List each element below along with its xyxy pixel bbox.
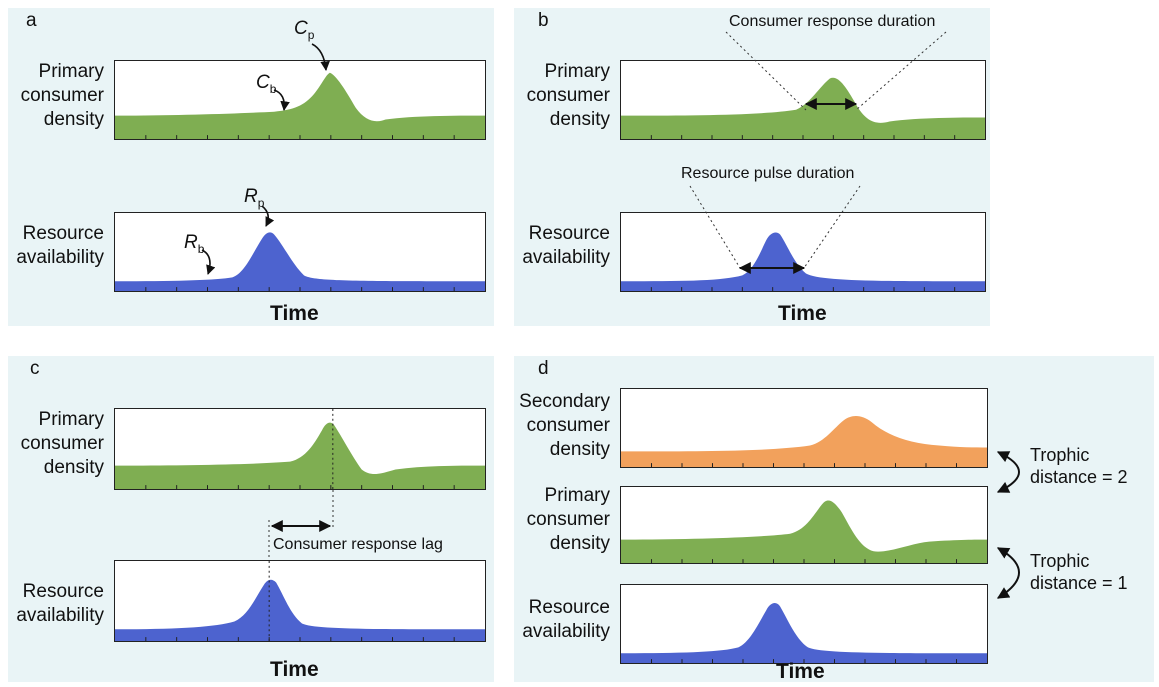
x-axis-label-b: Time bbox=[778, 302, 827, 325]
plot-consumer-c bbox=[114, 408, 486, 490]
symbol-r-b: Rb bbox=[184, 232, 205, 256]
x-axis-label-d: Time bbox=[776, 660, 825, 683]
symbol-r-p: Rp bbox=[244, 186, 265, 210]
panel-a: a Primary consumer density Resource avai… bbox=[8, 8, 494, 326]
plot-resource-c bbox=[114, 560, 486, 642]
label-line: density bbox=[549, 533, 610, 554]
plot-resource-a bbox=[114, 212, 486, 292]
label-line: availability bbox=[16, 247, 104, 268]
panel-label-b: b bbox=[538, 10, 549, 31]
resource-pulse-duration-label: Resource pulse duration bbox=[678, 165, 858, 183]
label-line: consumer bbox=[526, 509, 610, 530]
resource-curve-b bbox=[621, 232, 985, 291]
label-line: Primary bbox=[544, 485, 610, 506]
panel-label-d: d bbox=[538, 358, 549, 379]
label-line: Primary bbox=[544, 61, 610, 82]
label-line: consumer bbox=[526, 85, 610, 106]
label-line: Trophic bbox=[1030, 551, 1090, 571]
consumer-curve-b bbox=[621, 77, 985, 139]
resource-area bbox=[621, 232, 985, 291]
label-line: availability bbox=[522, 621, 610, 642]
trophic-distance-2-label: Trophic distance = 2 bbox=[1030, 444, 1128, 488]
consumer-curve-c bbox=[115, 409, 485, 489]
label-line: density bbox=[43, 109, 104, 130]
panel-b: b Primary consumer density Resource avai… bbox=[514, 8, 990, 326]
consumer-area bbox=[115, 422, 485, 489]
plot-resource-b bbox=[620, 212, 986, 292]
symbol-c-p: Cp bbox=[294, 18, 315, 42]
label-line: Primary bbox=[38, 409, 104, 430]
secondary-area bbox=[621, 416, 987, 467]
resource-label-d: Resource availability bbox=[514, 596, 610, 644]
label-line: consumer bbox=[20, 85, 104, 106]
label-line: consumer bbox=[20, 433, 104, 454]
panel-label-a: a bbox=[26, 10, 37, 31]
resource-area bbox=[115, 579, 485, 641]
plot-primary-d bbox=[620, 486, 988, 564]
x-axis-label-c: Time bbox=[270, 658, 319, 681]
label-line: Resource bbox=[22, 223, 104, 244]
resource-label-b: Resource availability bbox=[514, 222, 610, 270]
primary-consumer-label-c: Primary consumer density bbox=[8, 408, 104, 480]
consumer-response-lag-label: Consumer response lag bbox=[270, 536, 446, 554]
consumer-response-duration-label: Consumer response duration bbox=[726, 13, 939, 31]
label-line: Resource bbox=[22, 581, 104, 602]
symbol-c-b: Cb bbox=[256, 72, 277, 96]
label-line: Secondary bbox=[519, 391, 610, 412]
label-line: density bbox=[43, 457, 104, 478]
resource-label-c: Resource availability bbox=[8, 580, 104, 628]
panel-c: c Primary consumer density Resource avai… bbox=[8, 356, 494, 682]
trophic-distance-1-label: Trophic distance = 1 bbox=[1030, 550, 1128, 594]
label-line: density bbox=[549, 439, 610, 460]
resource-area bbox=[621, 603, 987, 663]
x-axis-label-a: Time bbox=[270, 302, 319, 325]
consumer-area bbox=[621, 500, 987, 563]
primary-consumer-label-a: Primary consumer density bbox=[8, 60, 104, 132]
label-line: density bbox=[549, 109, 610, 130]
resource-curve-d bbox=[621, 603, 987, 663]
secondary-consumer-label-d: Secondary consumer density bbox=[514, 390, 610, 462]
resource-curve-c bbox=[115, 561, 485, 641]
plot-consumer-b bbox=[620, 60, 986, 140]
label-line: distance = 2 bbox=[1030, 467, 1128, 487]
label-line: Primary bbox=[38, 61, 104, 82]
panel-label-c: c bbox=[30, 358, 40, 379]
label-line: Resource bbox=[528, 597, 610, 618]
resource-area bbox=[115, 232, 485, 291]
plot-secondary-d bbox=[620, 388, 988, 468]
resource-curve-a bbox=[115, 232, 485, 291]
primary-consumer-label-d: Primary consumer density bbox=[514, 484, 610, 556]
panel-d: d Secondary consumer density Primary con… bbox=[514, 356, 1154, 683]
secondary-curve-d bbox=[621, 416, 987, 467]
plot-resource-d bbox=[620, 584, 988, 664]
label-line: Resource bbox=[528, 223, 610, 244]
consumer-area bbox=[621, 77, 985, 139]
primary-curve-d bbox=[621, 500, 987, 563]
plot-consumer-a bbox=[114, 60, 486, 140]
consumer-curve-a bbox=[115, 72, 485, 139]
label-line: availability bbox=[522, 247, 610, 268]
label-line: consumer bbox=[526, 415, 610, 436]
primary-consumer-label-b: Primary consumer density bbox=[514, 60, 610, 132]
consumer-area bbox=[115, 72, 485, 139]
label-line: Trophic bbox=[1030, 445, 1090, 465]
resource-label-a: Resource availability bbox=[8, 222, 104, 270]
label-line: availability bbox=[16, 605, 104, 626]
label-line: distance = 1 bbox=[1030, 573, 1128, 593]
